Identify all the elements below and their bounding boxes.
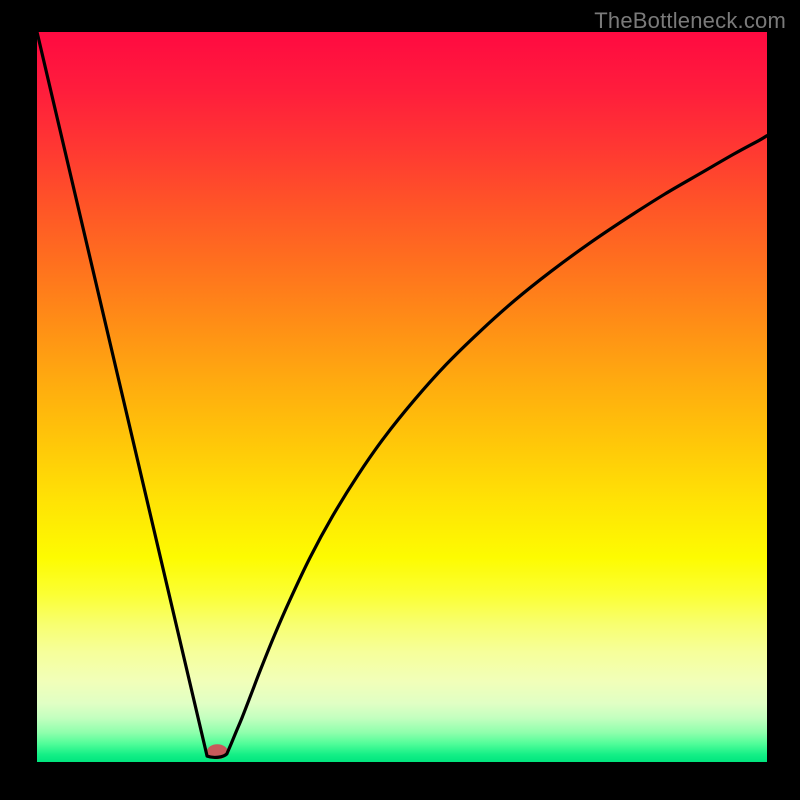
- plot-background-gradient: [37, 32, 767, 762]
- watermark-text: TheBottleneck.com: [594, 8, 786, 34]
- chart-stage: TheBottleneck.com: [0, 0, 800, 800]
- bottleneck-curve-chart: [0, 0, 800, 800]
